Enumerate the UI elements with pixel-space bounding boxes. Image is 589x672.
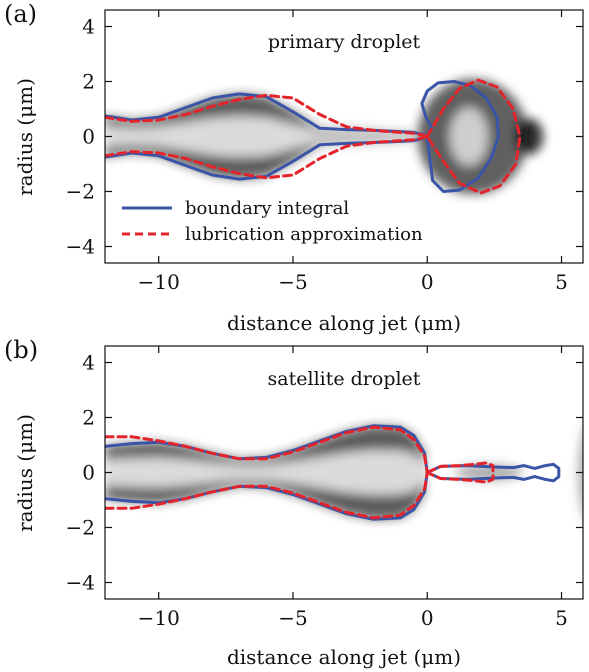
panel-b-xtick-label: 5 (555, 606, 568, 630)
panel-b-bg-core (105, 451, 428, 494)
panel-b-boundary-upper (105, 424, 429, 474)
panel-b-title: satellite droplet (268, 368, 421, 390)
panel-a-ytick-label: 4 (82, 15, 95, 39)
panel-b-lubrication-lower (105, 471, 429, 520)
panel-a-lubrication-lower (105, 135, 429, 180)
panel-a-ytick-label: 2 (82, 70, 95, 94)
panel-a-ytick-label: −4 (66, 235, 95, 259)
panel-a-xtick-label: 0 (421, 270, 434, 294)
panel-b-boundary-lower (105, 471, 429, 521)
panel-b-ytick-label: −4 (66, 571, 95, 595)
panel-b-ylabel: radius (μm) (13, 414, 37, 532)
panel-a-xtick-label: −10 (138, 270, 180, 294)
panel-a-ytick-label: 0 (82, 125, 95, 149)
legend-boundary-label: boundary integral (185, 198, 349, 219)
panel-b-ytick-label: 2 (82, 406, 95, 430)
panel-b-lubrication-upper (105, 425, 429, 474)
panel-b-curves (105, 424, 561, 521)
panel-a-ticks: −10 −5 0 5 −4 −2 0 2 4 (66, 10, 583, 294)
panel-a-label: (a) (4, 0, 37, 28)
panel-a-ylabel: radius (μm) (13, 78, 37, 196)
panel-b-label: (b) (4, 336, 38, 364)
panel-b-xlabel: distance along jet (μm) (227, 645, 461, 669)
panel-b-background-image (105, 425, 583, 520)
panel-a-boundary-droplet (420, 80, 500, 193)
panel-a-xtick-label: 5 (555, 270, 568, 294)
panel-a-xlabel: distance along jet (μm) (227, 311, 461, 335)
panel-b-ytick-label: 0 (82, 461, 95, 485)
panel-a-xtick-label: −5 (278, 270, 307, 294)
panel-b-ytick-label: 4 (82, 351, 95, 375)
panel-b-satellite-droplet: (b) −10 −5 0 5 −4 −2 0 2 4 satellite droplet rad… (4, 336, 584, 669)
legend: boundary integral lubrication approximat… (122, 198, 423, 245)
panel-a-primary-droplet: (a) −10 −5 0 5 −4 −2 0 2 4 primary droplet radiu… (4, 0, 584, 335)
panel-a-bg-droplet-core (450, 108, 487, 165)
panel-a-bg-droplet-tip (515, 118, 544, 155)
panel-a-lubrication-upper (105, 93, 429, 138)
panel-a-ytick-label: −2 (66, 180, 95, 204)
panel-a-curves (105, 78, 522, 195)
legend-lubrication-label: lubrication approximation (185, 224, 423, 245)
panel-a-title: primary droplet (268, 31, 421, 53)
panel-b-xtick-label: −10 (138, 606, 180, 630)
panel-b-lubrication-tail (425, 461, 495, 484)
panel-b-ytick-label: −2 (66, 516, 95, 540)
panel-a-bg-core (105, 117, 428, 156)
panel-b-xtick-label: −5 (278, 606, 307, 630)
panel-a-lubrication-droplet (425, 78, 522, 195)
panel-b-ticks: −10 −5 0 5 −4 −2 0 2 4 (66, 346, 583, 630)
panel-b-xtick-label: 0 (421, 606, 434, 630)
panel-b-boundary-tail (425, 462, 561, 483)
